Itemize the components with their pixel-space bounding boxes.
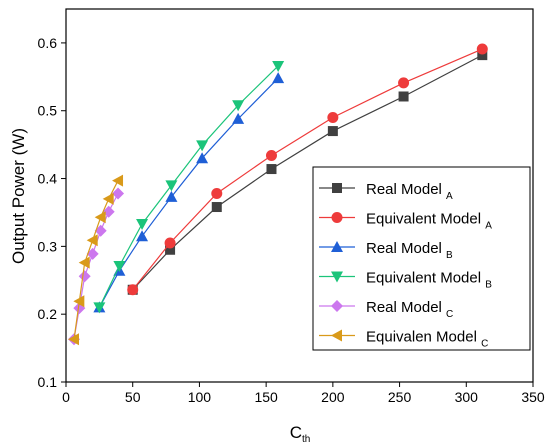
- y-tick-label: 0.5: [38, 103, 58, 119]
- x-tick-label: 300: [455, 389, 479, 405]
- data-point: [86, 247, 99, 260]
- plot-series: [68, 43, 488, 346]
- x-tick-label: 50: [125, 389, 141, 405]
- data-point: [73, 295, 85, 308]
- data-point: [136, 218, 149, 230]
- data-point: [196, 140, 209, 152]
- legend-item: Real Model C: [319, 299, 453, 320]
- legend-label-main: Real Model: [366, 240, 446, 257]
- legend-marker: [332, 183, 342, 193]
- legend-label: Real Model B: [366, 240, 453, 261]
- series-2: [127, 43, 488, 296]
- plot-frame: [65, 8, 534, 383]
- data-point: [232, 100, 245, 112]
- data-point: [165, 190, 178, 202]
- data-point: [78, 270, 91, 283]
- x-axis-label: Cth: [290, 423, 311, 445]
- data-point: [398, 77, 410, 89]
- data-point: [112, 174, 124, 187]
- y-tick-label: 0.2: [38, 306, 58, 322]
- data-point: [266, 164, 277, 175]
- data-point: [327, 112, 339, 124]
- data-point: [94, 211, 106, 224]
- legend-box: [312, 166, 531, 351]
- legend-marker: [331, 212, 343, 223]
- legend-item: Equivalen Model C: [319, 329, 488, 350]
- data-point: [272, 72, 285, 84]
- legend-label: Equivalent Model A: [366, 211, 492, 232]
- legend-label: Real Model A: [366, 181, 453, 202]
- x-axis-label-main: C: [290, 423, 302, 442]
- legend-marker: [331, 271, 343, 283]
- y-axis-label: Output Power (W): [9, 128, 28, 264]
- legend-label-main: Real Model: [366, 299, 446, 316]
- legend-label: Equivalent Model B: [366, 270, 492, 291]
- legend-label-subscript: C: [481, 339, 488, 350]
- y-tick-label: 0.4: [38, 171, 58, 187]
- data-point: [196, 152, 209, 164]
- y-tick-label: 0.6: [38, 35, 58, 51]
- legend-label-subscript: C: [446, 309, 453, 320]
- data-point: [398, 91, 409, 102]
- legend-item: Real Model A: [319, 181, 453, 202]
- data-point: [165, 180, 178, 192]
- data-point: [127, 284, 139, 296]
- data-point: [68, 333, 80, 346]
- data-point: [93, 302, 106, 314]
- legend-label: Equivalen Model C: [366, 329, 488, 350]
- y-tick-label: 0.3: [38, 238, 58, 254]
- x-tick-label: 250: [388, 389, 412, 405]
- data-point: [272, 60, 285, 72]
- series-5: [68, 187, 125, 346]
- data-point: [211, 202, 222, 213]
- data-point: [94, 224, 107, 237]
- data-point: [102, 205, 115, 218]
- data-point: [112, 187, 125, 200]
- data-point: [86, 234, 98, 247]
- series-4: [93, 60, 285, 314]
- x-axis-label-subscript: th: [302, 434, 310, 445]
- legend-label-main: Equivalen Model: [366, 329, 481, 346]
- x-tick-label: 100: [188, 389, 212, 405]
- x-tick-label: 150: [254, 389, 278, 405]
- y-tick-label: 0.1: [38, 374, 58, 390]
- legend-label-subscript: A: [485, 221, 492, 232]
- legend-label-main: Equivalent Model: [366, 211, 485, 228]
- legend-item: Equivalent Model A: [319, 211, 492, 232]
- data-point: [136, 230, 149, 242]
- x-tick-label: 0: [62, 389, 70, 405]
- data-point: [232, 112, 245, 124]
- legend-item: Real Model B: [319, 240, 453, 261]
- legend-label: Real Model C: [366, 299, 453, 320]
- legend-marker: [331, 329, 342, 342]
- data-point: [164, 237, 176, 249]
- legend-item: Equivalent Model B: [319, 270, 492, 291]
- legend-label-subscript: B: [485, 280, 492, 291]
- data-point: [476, 43, 488, 55]
- legend-marker: [331, 300, 343, 312]
- legend-marker: [331, 241, 343, 252]
- legend-label-main: Equivalent Model: [366, 270, 485, 287]
- data-point: [265, 149, 277, 161]
- data-point: [165, 244, 176, 255]
- x-tick-label: 200: [321, 389, 345, 405]
- data-point: [113, 261, 126, 273]
- data-point: [78, 256, 90, 269]
- series-6: [68, 174, 124, 346]
- data-point: [477, 50, 488, 61]
- legend-label-main: Real Model: [366, 181, 446, 198]
- data-point: [211, 187, 223, 199]
- x-tick-label: 350: [521, 389, 545, 405]
- x-axis: 0 50 100 150 200 250 300 350: [62, 382, 545, 405]
- data-point: [327, 126, 338, 137]
- legend-label-subscript: A: [446, 191, 453, 202]
- data-point: [102, 192, 114, 205]
- legend-label-subscript: B: [446, 250, 453, 261]
- y-axis: 0.1 0.2 0.3 0.4 0.5 0.6: [38, 35, 66, 390]
